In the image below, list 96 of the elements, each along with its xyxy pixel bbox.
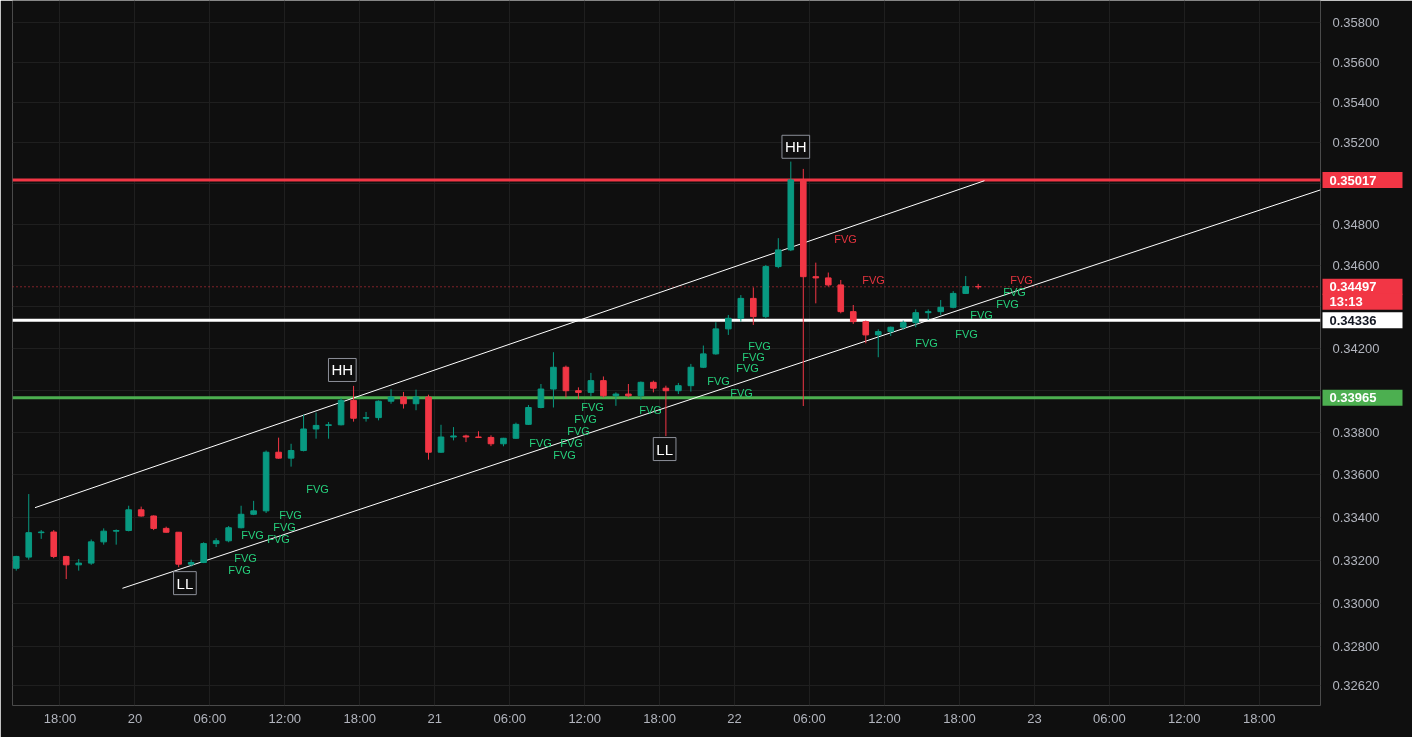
candlestick: [375, 399, 382, 421]
candlestick: [525, 404, 532, 426]
annotation: FVG: [834, 232, 857, 245]
x-tick-label: 12:00: [568, 710, 601, 726]
x-tick-label: 12:00: [1168, 710, 1201, 726]
x-tick-label: 18:00: [343, 710, 377, 726]
candlestick: [387, 388, 395, 405]
annotation: FVG: [955, 327, 978, 340]
annotation: FVG: [639, 403, 662, 416]
candlestick: [725, 314, 732, 336]
annotation: FVG: [241, 528, 264, 541]
y-tick-label: 0.34600: [1332, 258, 1380, 274]
y-tick-label: 0.33600: [1332, 467, 1380, 483]
annotation: FVG: [234, 551, 257, 564]
y-tick-label: 0.33000: [1332, 595, 1380, 611]
annotation: FVG: [1010, 273, 1033, 286]
candlestick: [412, 389, 420, 411]
candlestick: [275, 437, 282, 460]
x-tick-label: 12:00: [268, 710, 302, 726]
candlestick: [362, 411, 370, 423]
candlestick: [300, 414, 307, 452]
x-tick-label: 06:00: [193, 710, 227, 726]
y-tick-label: 0.32620: [1332, 678, 1380, 694]
ref-line-label: 0.35017: [1329, 172, 1377, 188]
y-tick-label: 0.34800: [1332, 216, 1380, 232]
candlestick: [125, 505, 132, 532]
annotation: LL: [176, 574, 194, 592]
candlestick: [600, 375, 607, 398]
x-tick-label: 18:00: [43, 710, 77, 726]
annotation: FVG: [581, 400, 604, 413]
annotation: HH: [331, 361, 354, 379]
candlestick: [287, 443, 295, 468]
annotation: FVG: [560, 436, 583, 449]
annotation: FVG: [742, 350, 765, 363]
annotation: FVG: [736, 361, 759, 374]
annotation: FVG: [574, 412, 597, 425]
ref-line-label: 0.33965: [1329, 390, 1377, 406]
annotation: FVG: [996, 297, 1019, 310]
y-tick-label: 0.35600: [1332, 54, 1380, 70]
annotation: FVG: [567, 424, 590, 437]
candlestick: [187, 559, 195, 568]
x-tick-label: 06:00: [793, 710, 826, 726]
annotation: HH: [784, 138, 807, 156]
x-tick-label: 23: [1027, 710, 1042, 726]
candlestick: [437, 424, 445, 454]
candlestick: [312, 412, 320, 440]
x-tick-label: 06:00: [1093, 710, 1126, 726]
candlestick: [87, 539, 95, 566]
candlestick: [587, 372, 595, 397]
ref-line-label: 0.34497 13:13: [1329, 279, 1377, 310]
annotation: FVG: [553, 448, 576, 461]
y-tick-label: 0.35800: [1332, 14, 1380, 30]
y-tick-label: 0.33800: [1332, 424, 1380, 440]
candlestick: [462, 434, 470, 443]
candlestick: [112, 528, 120, 546]
annotation: FVG: [730, 386, 753, 399]
annotation: FVG: [970, 308, 993, 321]
annotation: FVG: [279, 508, 302, 521]
ref-line-label: 0.34336: [1329, 312, 1377, 328]
x-tick-label: 18:00: [643, 710, 676, 726]
annotation: FVG: [915, 336, 938, 349]
annotation: FVG: [529, 436, 552, 449]
candlestick: [550, 351, 557, 409]
x-tick-label: 18:00: [943, 710, 976, 726]
annotation: FVG: [267, 532, 290, 545]
x-tick-label: 22: [727, 710, 742, 726]
candlestick: [737, 294, 745, 323]
annotation: FVG: [228, 563, 251, 576]
annotation: LL: [656, 440, 673, 458]
candlestick: [849, 304, 857, 325]
x-tick-label: 06:00: [493, 710, 526, 726]
y-tick-label: 0.33200: [1332, 552, 1380, 568]
candlestick: [612, 391, 620, 407]
x-tick-label: 18:00: [1243, 710, 1276, 726]
annotation: FVG: [306, 482, 329, 495]
candlestick: [562, 365, 570, 398]
y-tick-label: 0.32800: [1332, 639, 1380, 655]
x-tick-label: 20: [127, 710, 143, 726]
y-tick-label: 0.34200: [1332, 340, 1380, 356]
candlestick: [687, 363, 695, 393]
annotation: FVG: [862, 273, 885, 286]
annotation: FVG: [273, 520, 296, 533]
x-tick-label: 21: [427, 710, 442, 726]
candlestick: [537, 383, 545, 409]
candlestick: [874, 328, 882, 358]
annotation: FVG: [707, 374, 730, 387]
candlestick: [775, 237, 782, 269]
y-tick-label: 0.33400: [1332, 509, 1380, 525]
candlestick: [662, 385, 670, 437]
y-tick-label: 0.35200: [1332, 135, 1380, 151]
annotation: FVG: [748, 339, 771, 352]
x-tick-label: 12:00: [868, 710, 901, 726]
candlestick: [212, 537, 220, 548]
y-tick-label: 0.35400: [1332, 95, 1380, 111]
candlestick: [637, 380, 645, 401]
candlestick: [350, 385, 357, 423]
